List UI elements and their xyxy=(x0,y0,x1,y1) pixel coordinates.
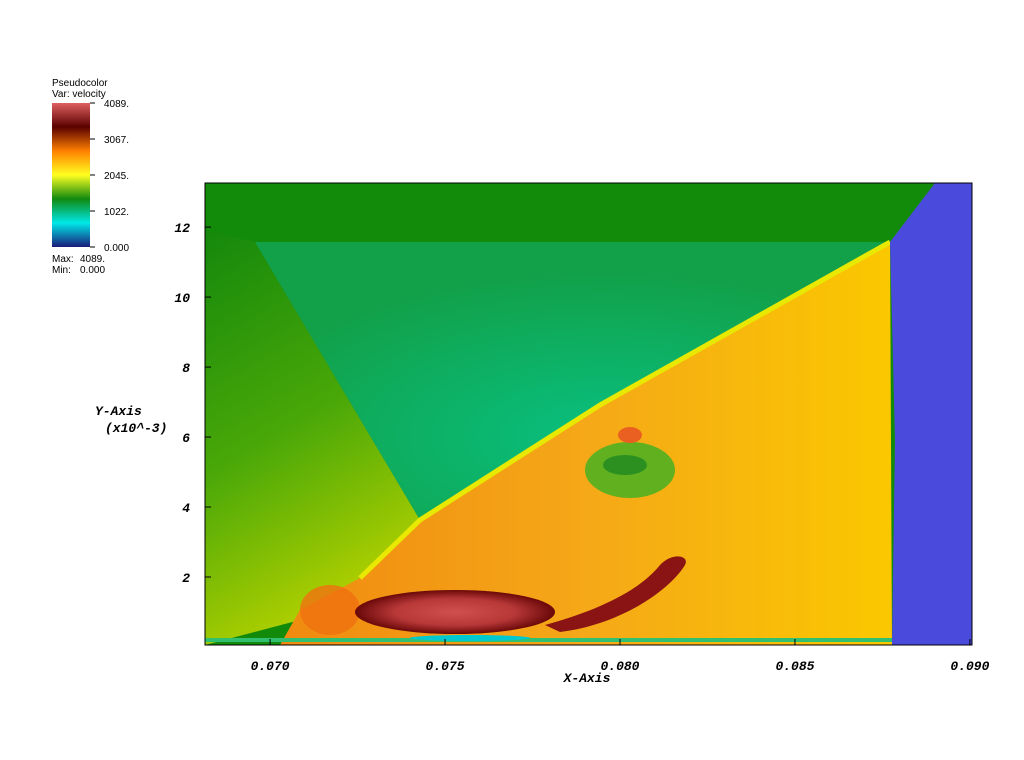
y-tick-label: 10 xyxy=(174,291,190,306)
legend-var: Var: velocity xyxy=(52,89,106,100)
legend: Pseudocolor Var: velocity Max: 4089. Min… xyxy=(52,78,108,276)
max-label: Max: xyxy=(52,254,74,265)
y-axis-scale: (x10^-3) xyxy=(105,421,167,436)
y-axis-label: Y-Axis xyxy=(95,404,142,419)
y-tick-label: 12 xyxy=(174,221,190,236)
x-tick-label: 0.090 xyxy=(950,659,989,674)
colorbar-tick-label: 0.000 xyxy=(104,243,129,254)
x-tick-label: 0.070 xyxy=(251,659,290,674)
y-tick-label: 4 xyxy=(182,501,190,516)
x-tick-label: 0.080 xyxy=(600,659,639,674)
max-value: 4089. xyxy=(80,254,105,265)
x-tick-label: 0.075 xyxy=(426,659,465,674)
x-tick-label: 0.085 xyxy=(775,659,814,674)
y-tick-label: 8 xyxy=(182,361,190,376)
min-value: 0.000 xyxy=(80,265,105,276)
colorbar-tick-label: 3067. xyxy=(104,135,129,146)
field xyxy=(204,182,973,646)
colorbar xyxy=(52,103,90,247)
colorbar-tick-label: 4089. xyxy=(104,99,129,110)
legend-title: Pseudocolor xyxy=(52,78,108,89)
x-axis-label: X-Axis xyxy=(563,671,611,686)
y-tick-label: 6 xyxy=(182,431,190,446)
min-label: Min: xyxy=(52,265,71,276)
colorbar-tick-label: 1022. xyxy=(104,207,129,218)
colorbar-tick-label: 2045. xyxy=(104,171,129,182)
y-tick-label: 2 xyxy=(182,571,190,586)
